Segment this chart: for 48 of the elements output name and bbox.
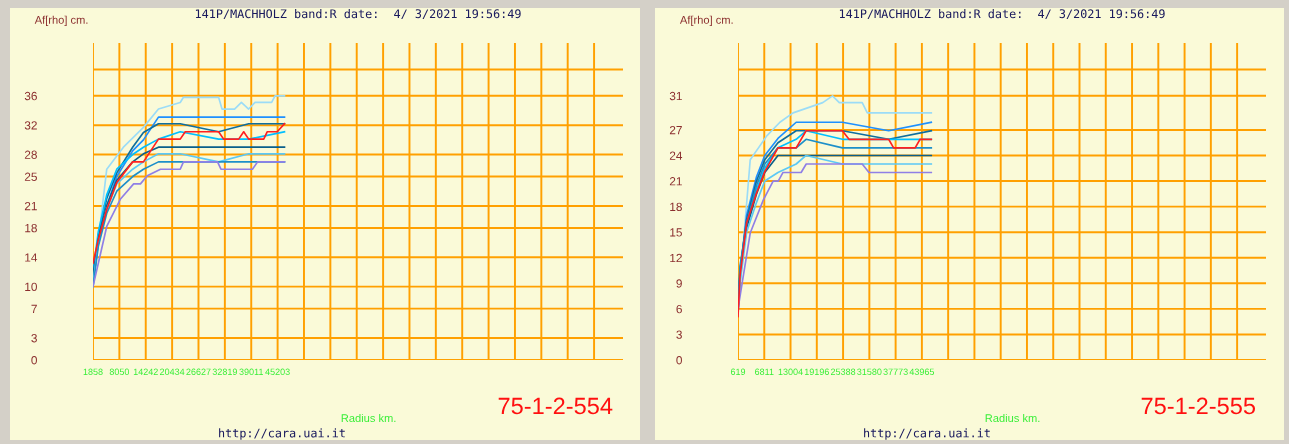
y-tick-label: 25 <box>24 172 37 181</box>
x-axis-title: Radius km. <box>985 413 1040 423</box>
x-tick-label: 6811 <box>755 368 774 375</box>
x-tick-label: 43965 <box>909 368 935 375</box>
x-axis-title: Radius km. <box>341 413 396 423</box>
y-tick-label: 36 <box>24 91 37 101</box>
x-tick-label: 19196 <box>804 368 829 375</box>
x-tick-label: 31580 <box>857 368 882 375</box>
y-tick-label: 10 <box>25 282 37 292</box>
y-tick-label: 24 <box>669 151 683 160</box>
x-tick-label: 32819 <box>212 368 237 375</box>
y-tick-label: 3 <box>31 334 37 343</box>
text: http://cara.uai.it <box>219 428 345 440</box>
y-tick-label: 0 <box>676 356 682 365</box>
y-tick-label: 6 <box>676 304 682 314</box>
y-tick-label: 28 <box>24 150 37 159</box>
x-tick-label: 13004 <box>778 368 803 375</box>
x-tick-label: 14242 <box>133 368 158 375</box>
x-tick-label: 37773 <box>883 368 908 375</box>
y-tick-label: 7 <box>31 304 37 313</box>
x-tick-label: 39011 <box>239 368 264 375</box>
y-tick-label: 15 <box>670 228 682 237</box>
x-tick-label: 8050 <box>109 368 130 375</box>
y-axis-title: Af[rho] cm. <box>679 15 733 26</box>
y-tick-label: 0 <box>31 356 37 365</box>
chart-title: 141P/MACHHOLZ band:R date: 4/ 3/2021 19:56:49 <box>195 9 521 20</box>
x-tick-label: 45203 <box>265 368 290 375</box>
y-tick-label: 27 <box>669 125 682 135</box>
chart-title: 141P/MACHHOLZ band:R date: 4/ 3/2021 19:56:49 <box>839 9 1165 20</box>
x-tick-label: 26627 <box>186 368 211 375</box>
y-tick-label: 32 <box>24 121 37 130</box>
y-tick-label: 31 <box>669 91 682 101</box>
y-tick-label: 18 <box>670 202 682 212</box>
y-tick-label: 18 <box>25 223 37 233</box>
y-axis-title: Af[rho] cm. <box>34 15 88 26</box>
x-tick-label: 20434 <box>160 368 185 375</box>
y-tick-label: 12 <box>670 253 682 263</box>
text: http://cara.uai.it <box>864 428 990 440</box>
y-tick-label: 21 <box>669 177 682 186</box>
y-tick-label: 14 <box>25 253 38 262</box>
text: 75-1-2-554 <box>498 397 613 415</box>
x-tick-label: 1858 <box>83 368 103 375</box>
y-tick-label: 9 <box>676 279 682 288</box>
y-tick-label: 21 <box>24 201 37 211</box>
x-tick-label: 25388 <box>830 368 856 375</box>
text: 75-1-2-555 <box>1141 397 1256 415</box>
y-tick-label: 3 <box>676 330 682 339</box>
x-tick-label: 619 <box>730 368 746 375</box>
